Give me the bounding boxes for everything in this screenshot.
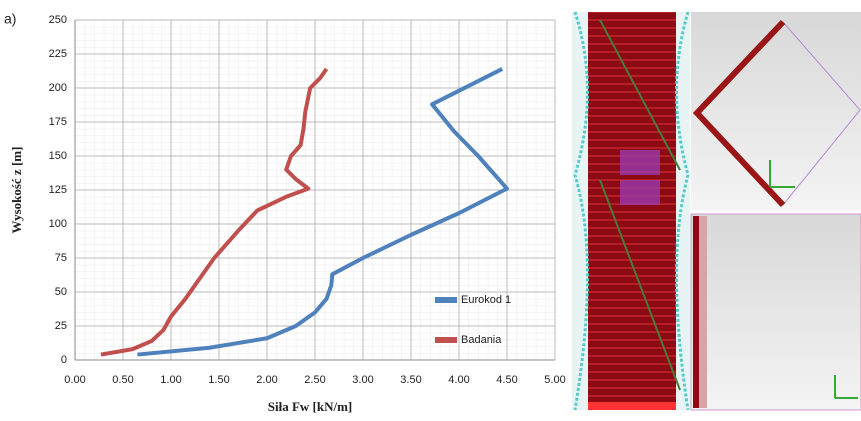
x-tick-label: 3.00 (352, 374, 373, 386)
y-tick-label: 225 (49, 48, 67, 60)
y-tick-label: 50 (55, 286, 67, 298)
y-tick-label: 125 (49, 184, 67, 196)
tower-zone (620, 150, 660, 175)
x-tick-label: 4.50 (496, 374, 517, 386)
y-tick-label: 200 (49, 82, 67, 94)
x-tick-label: 0.00 (64, 374, 85, 386)
plan-view (691, 12, 861, 210)
y-tick-label: 0 (61, 354, 67, 366)
model-images (572, 12, 861, 410)
y-tick-label: 75 (55, 252, 67, 264)
tower-base (588, 402, 676, 410)
y-axis-label: Wysokość z [m] (9, 147, 24, 234)
y-tick-label: 250 (49, 14, 67, 26)
x-axis-label: Siła Fw [kN/m] (268, 399, 353, 414)
x-tick-label: 1.50 (208, 374, 229, 386)
y-tick-label: 175 (49, 116, 67, 128)
legend-swatch (435, 297, 457, 303)
legend-label: Eurokod 1 (461, 294, 511, 306)
x-tick-label: 0.50 (112, 374, 133, 386)
x-tick-label: 5.00 (544, 374, 565, 386)
legend-swatch (435, 337, 457, 343)
y-tick-label: 150 (49, 150, 67, 162)
panel-label: a) (4, 11, 16, 27)
x-tick-label: 2.50 (304, 374, 325, 386)
tower-body (588, 12, 676, 410)
x-tick-label: 2.00 (256, 374, 277, 386)
x-tick-label: 4.00 (448, 374, 469, 386)
x-tick-label: 1.00 (160, 374, 181, 386)
x-tick-label: 3.50 (400, 374, 421, 386)
side-edge (693, 216, 699, 408)
tower-zone (620, 180, 660, 205)
figure: a) b) Siła Fw [kN/m] Wysokość z [m] 0255… (0, 0, 861, 416)
legend-label: Badania (461, 334, 502, 346)
y-tick-label: 25 (55, 320, 67, 332)
y-tick-label: 100 (49, 218, 67, 230)
